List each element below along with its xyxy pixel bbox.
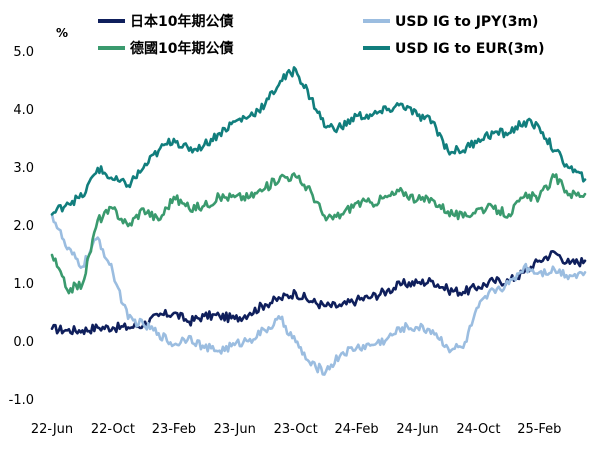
x-tick-label: 23-Feb	[152, 422, 196, 437]
plot-area	[50, 66, 587, 376]
x-tick-label: 24-Oct	[456, 422, 500, 437]
y-tick-label: 3.0	[13, 161, 34, 176]
legend-item: USD IG to EUR(3m)	[363, 41, 545, 57]
y-axis-unit-label: %	[56, 26, 68, 40]
y-tick-label: 1.0	[13, 277, 34, 292]
legend-label: USD IG to JPY(3m)	[395, 14, 538, 30]
y-tick-label: -1.0	[9, 393, 34, 408]
x-axis: 22-Jun 22-Oct 23-Feb 23-Jun 23-Oct 24-Feb 24-J…	[31, 422, 562, 437]
legend-label: USD IG to EUR(3m)	[395, 41, 545, 57]
series-line	[50, 213, 587, 376]
series-line	[50, 172, 587, 295]
legend-item: USD IG to JPY(3m)	[363, 14, 538, 30]
y-tick-label: 4.0	[13, 103, 34, 118]
x-tick-label: 23-Jun	[214, 422, 256, 437]
x-tick-label: 22-Oct	[91, 422, 135, 437]
y-axis: 5.0 4.0 3.0 2.0 1.0 0.0 -1.0	[9, 45, 34, 408]
x-tick-label: 23-Oct	[274, 422, 318, 437]
y-tick-label: 5.0	[13, 45, 34, 60]
y-tick-label: 0.0	[13, 335, 34, 350]
x-tick-label: 22-Jun	[31, 422, 73, 437]
series-line	[50, 250, 587, 336]
legend-item: 日本10年期公債	[98, 13, 233, 30]
x-tick-label: 25-Feb	[517, 422, 561, 437]
legend: 日本10年期公債 USD IG to JPY(3m) 德國10年期公債 USD IG …	[98, 13, 545, 57]
x-tick-label: 24-Jun	[396, 422, 438, 437]
legend-item: 德國10年期公債	[98, 40, 233, 57]
x-tick-label: 24-Feb	[334, 422, 378, 437]
series-line	[50, 66, 587, 216]
y-tick-label: 2.0	[13, 219, 34, 234]
legend-label: 日本10年期公債	[130, 13, 233, 30]
legend-label: 德國10年期公債	[130, 40, 233, 57]
